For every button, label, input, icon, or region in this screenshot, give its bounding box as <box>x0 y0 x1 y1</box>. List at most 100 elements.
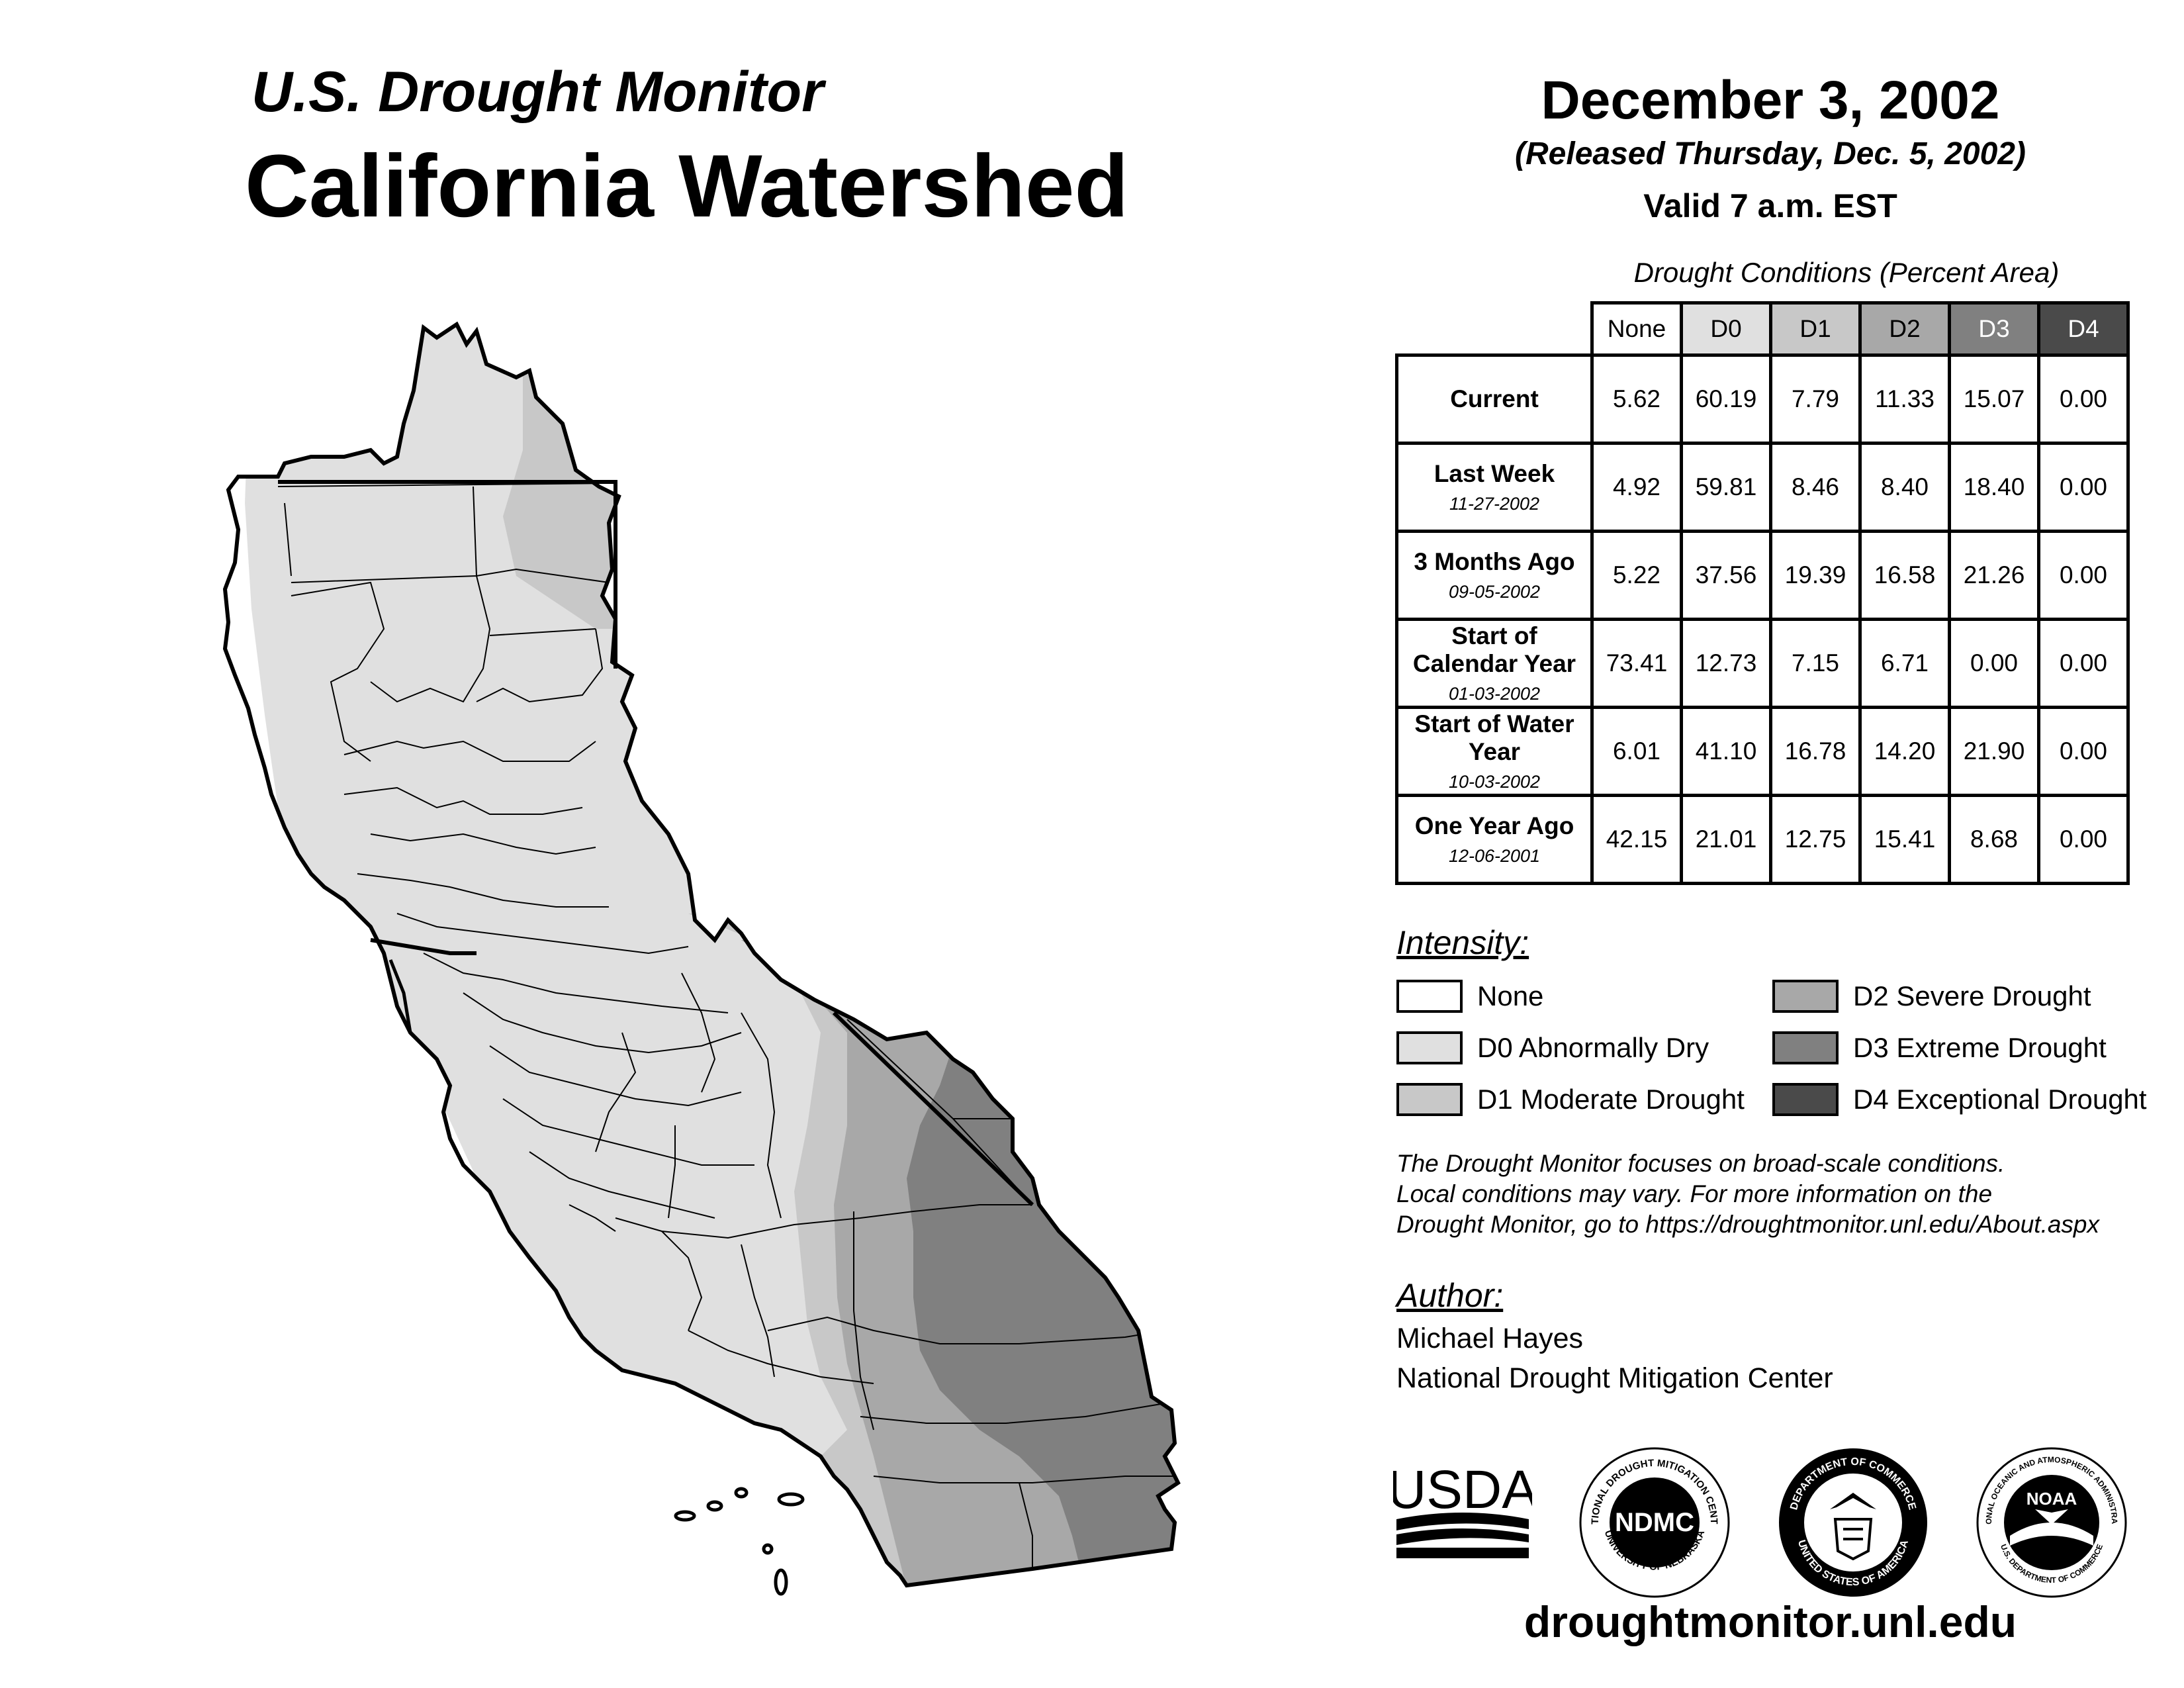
row-label-text: Last Week <box>1433 460 1555 488</box>
legend-item-d1: D1 Moderate Drought <box>1396 1082 1745 1117</box>
drought-conditions-table: None D0 D1 D2 D3 D4 Current 5.62 60.19 7.79… <box>1395 301 2130 885</box>
table-header-row: None D0 D1 D2 D3 D4 <box>1396 301 2130 357</box>
table-caption: Drought Conditions (Percent Area) <box>1633 257 2060 288</box>
legend-item-none: None <box>1396 978 1543 1014</box>
legend-title: Intensity: <box>1396 924 1529 961</box>
usda-logo: USDA <box>1393 1460 1532 1558</box>
table-cell: 14.20 <box>1858 706 1951 797</box>
drought-areas <box>225 324 1178 1585</box>
legend-item-d0: D0 Abnormally Dry <box>1396 1030 1709 1066</box>
table-cell: 0.00 <box>2037 530 2130 621</box>
table-cell: 59.81 <box>1680 442 1772 533</box>
row-label: Start of Water Year 10-03-2002 <box>1395 706 1594 797</box>
table-cell: 4.92 <box>1590 442 1683 533</box>
watershed-boundary-north <box>278 480 617 669</box>
table-cell: 60.19 <box>1680 353 1772 445</box>
table-cell: 8.68 <box>1948 794 2040 885</box>
noaa-logo: NATIONAL OCEANIC AND ATMOSPHERIC ADMINIS… <box>1976 1446 2127 1598</box>
table-row: Start of Water Year 10-03-2002 6.01 41.10 16… <box>1395 706 2130 797</box>
row-label-text: One Year Ago <box>1414 812 1574 840</box>
ndmc-logo-text: NDMC <box>1615 1508 1694 1537</box>
california-watershed-map <box>199 318 1205 1596</box>
channel-islands <box>674 1487 805 1596</box>
table-cell: 16.78 <box>1769 706 1862 797</box>
note-line: Drought Monitor, go to https://droughtmo… <box>1396 1211 2099 1238</box>
table-cell: 19.39 <box>1769 530 1862 621</box>
author-name: Michael Hayes <box>1396 1323 1583 1354</box>
subtitle: U.S. Drought Monitor <box>251 60 824 124</box>
row-label: 3 Months Ago 09-05-2002 <box>1395 530 1594 621</box>
table-cell: 16.58 <box>1858 530 1951 621</box>
table-cell: 7.15 <box>1769 618 1862 709</box>
legend-item-d3: D3 Extreme Drought <box>1772 1030 2107 1066</box>
table-cell: 12.75 <box>1769 794 1862 885</box>
bay-detail <box>370 938 477 955</box>
row-label: Start of Calendar Year 01-03-2002 <box>1395 618 1594 709</box>
table-cell: 5.62 <box>1590 353 1683 445</box>
table-row: 3 Months Ago 09-05-2002 5.22 37.56 19.39 16.5… <box>1395 530 2130 621</box>
table-cell: 21.26 <box>1948 530 2040 621</box>
table-cell: 21.01 <box>1680 794 1772 885</box>
note-line: Local conditions may vary. For more info… <box>1396 1180 1993 1207</box>
table-cell: 15.07 <box>1948 353 2040 445</box>
legend-swatch <box>1396 1031 1463 1064</box>
table-cell: 8.40 <box>1858 442 1951 533</box>
table-cell: 12.73 <box>1680 618 1772 709</box>
table-cell: 73.41 <box>1590 618 1683 709</box>
row-label-text: Start of Calendar Year <box>1412 622 1576 678</box>
legend-swatch <box>1396 1083 1463 1116</box>
row-label-text: Start of Water Year <box>1414 710 1574 766</box>
usda-logo-text: USDA <box>1393 1460 1532 1520</box>
column-header-d3: D3 <box>1948 301 2040 357</box>
table-cell: 11.33 <box>1858 353 1951 445</box>
legend-swatch <box>1396 980 1463 1013</box>
table-row: Current 5.62 60.19 7.79 11.33 15.07 0.00 <box>1395 353 2130 445</box>
table-cell: 37.56 <box>1680 530 1772 621</box>
table-row: Last Week 11-27-2002 4.92 59.81 8.46 8.40 18.4… <box>1395 442 2130 533</box>
table-cell: 0.00 <box>2037 706 2130 797</box>
noaa-logo-text: NOAA <box>2026 1489 2077 1509</box>
table-cell: 8.46 <box>1769 442 1862 533</box>
column-header-none: None <box>1590 301 1683 357</box>
row-date: 09-05-2002 <box>1448 581 1541 602</box>
bay-detail-south <box>388 959 412 1033</box>
legend-item-d4: D4 Exceptional Drought <box>1772 1082 2147 1117</box>
website-link[interactable]: droughtmonitor.unl.edu <box>1524 1597 2017 1646</box>
legend-label: D4 Exceptional Drought <box>1853 1084 2147 1115</box>
page-title: California Watershed <box>245 137 1129 236</box>
legend-item-d2: D2 Severe Drought <box>1772 978 2091 1014</box>
table-cell: 21.90 <box>1948 706 2040 797</box>
release-date: (Released Thursday, Dec. 5, 2002) <box>1515 136 2026 171</box>
column-header-d2: D2 <box>1858 301 1951 357</box>
state-boundary-nevada <box>832 1011 1034 1207</box>
disclaimer-note: The Drought Monitor focuses on broad-sca… <box>1396 1149 2177 1240</box>
row-date: 12-06-2001 <box>1448 845 1541 866</box>
table-cell: 0.00 <box>2037 794 2130 885</box>
table-cell: 0.00 <box>2037 442 2130 533</box>
table-cell: 0.00 <box>2037 618 2130 709</box>
row-label: Current <box>1395 353 1594 445</box>
legend-label: None <box>1477 980 1544 1011</box>
table-row: Start of Calendar Year 01-03-2002 73.41 12.… <box>1395 618 2130 709</box>
legend-label: D3 Extreme Drought <box>1853 1032 2107 1063</box>
legend-swatch <box>1772 980 1839 1013</box>
row-label: One Year Ago 12-06-2001 <box>1395 794 1594 885</box>
department-of-commerce-seal: DEPARTMENT OF COMMERCE UNITED STATES OF … <box>1779 1448 1927 1597</box>
table-cell: 41.10 <box>1680 706 1772 797</box>
note-line: The Drought Monitor focuses on broad-sca… <box>1396 1150 2005 1177</box>
legend-label: D2 Severe Drought <box>1853 980 2091 1011</box>
table-corner <box>1396 303 1594 357</box>
table-cell: 18.40 <box>1948 442 2040 533</box>
legend-swatch <box>1772 1031 1839 1064</box>
table-cell: 15.41 <box>1858 794 1951 885</box>
legend-swatch <box>1772 1083 1839 1116</box>
table-cell: 6.71 <box>1858 618 1951 709</box>
row-date: 01-03-2002 <box>1448 684 1541 704</box>
table-cell: 42.15 <box>1590 794 1683 885</box>
table-cell: 5.22 <box>1590 530 1683 621</box>
author-label: Author: <box>1396 1277 1504 1314</box>
table-cell: 6.01 <box>1590 706 1683 797</box>
valid-time: Valid 7 a.m. EST <box>1643 187 1897 224</box>
ndmc-logo: NATIONAL DROUGHT MITIGATION CENTER UNIVE… <box>1578 1446 1730 1598</box>
row-label: Last Week 11-27-2002 <box>1395 442 1594 533</box>
